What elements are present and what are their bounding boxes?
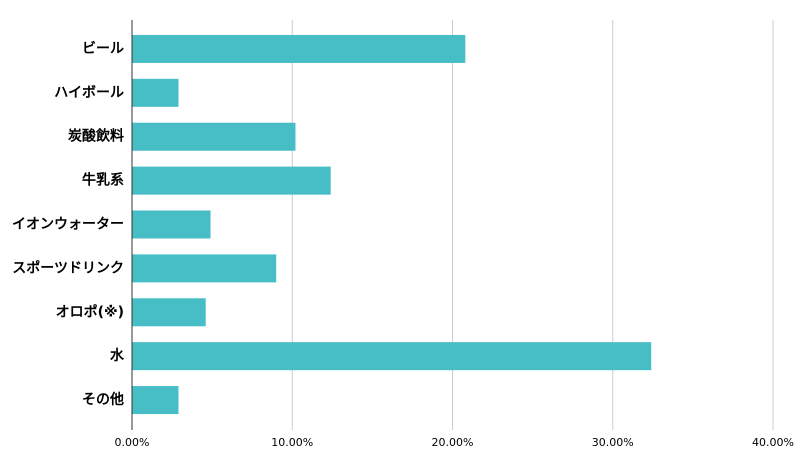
- y-tick-label: スポーツドリンク: [12, 259, 124, 276]
- bar: [132, 34, 466, 63]
- x-tick-label: 30.00%: [592, 436, 634, 449]
- y-tick-label: ハイボール: [54, 85, 124, 101]
- x-tick-label: 20.00%: [432, 436, 474, 449]
- x-tick-label: 10.00%: [271, 436, 313, 449]
- y-tick-label: イオンウォーター: [12, 217, 124, 233]
- y-tick-label: ビール: [82, 41, 124, 57]
- x-tick-label: 40.00%: [752, 436, 794, 449]
- bar: [132, 254, 277, 283]
- y-tick-label: その他: [82, 391, 124, 408]
- bar: [132, 298, 206, 327]
- y-tick-label: オロポ(※): [56, 303, 124, 320]
- y-tick-label: 水: [110, 347, 125, 364]
- y-tick-label: 炭酸飲料: [68, 128, 124, 145]
- bar: [132, 342, 652, 371]
- bar: [132, 166, 331, 195]
- y-tick-label: 牛乳系: [82, 172, 124, 189]
- bar: [132, 78, 179, 107]
- bar: [132, 386, 179, 415]
- x-tick-label: 0.00%: [115, 436, 150, 449]
- bar: [132, 210, 211, 239]
- bar: [132, 122, 296, 151]
